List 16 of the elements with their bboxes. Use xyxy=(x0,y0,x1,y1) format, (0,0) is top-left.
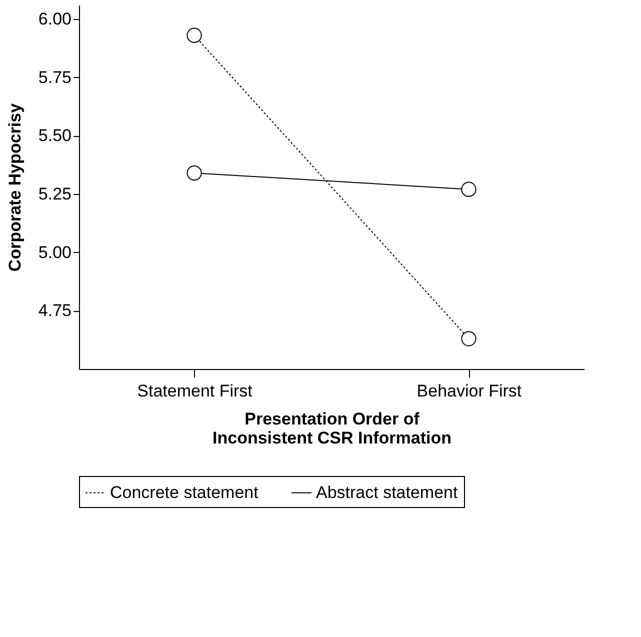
x-axis-title: Presentation Order of Inconsistent CSR Information xyxy=(212,410,452,448)
x-tick-label: Behavior First xyxy=(416,382,522,400)
y-tick-label: 4.75 xyxy=(38,301,72,320)
point xyxy=(461,331,476,346)
x-tick-label: Statement First xyxy=(137,382,253,400)
y-tick-label: 5.25 xyxy=(38,184,72,204)
legend-label: Abstract statement xyxy=(316,482,458,502)
point xyxy=(461,182,476,197)
y-tick-label: 5.75 xyxy=(38,68,72,87)
legend-label: Concrete statement xyxy=(110,482,259,502)
y-axis-title: Corporate Hypocrisy xyxy=(5,102,24,272)
point xyxy=(186,28,202,43)
point xyxy=(186,165,202,181)
y-tick-label: 5.50 xyxy=(38,126,72,146)
y-tick-label: 5.00 xyxy=(38,242,72,262)
y-tick-label: 6.00 xyxy=(38,10,72,28)
